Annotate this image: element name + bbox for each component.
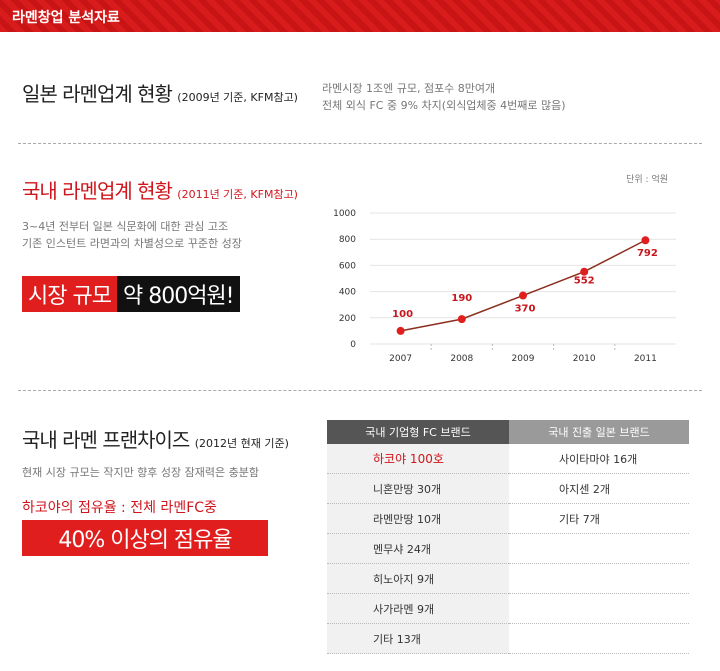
y-tick-label: 400: [339, 288, 356, 298]
marker: [641, 236, 650, 245]
brand-table: 국내 기업형 FC 브랜드 국내 진출 일본 브랜드 하코야 100호 사이타마야 …: [327, 420, 689, 654]
y-tick-label: 0: [350, 340, 356, 350]
red-text: 하코야의 점유율 : 전체 라멘FC중: [22, 500, 217, 516]
section-title: 국내 라멘업계 현황 (2011년 기준, KFM참고): [22, 175, 298, 204]
cell: [509, 563, 689, 594]
title-text: 국내 라멘 프랜차이즈: [22, 428, 190, 452]
highlight: 시장 규모 약 800억원!: [22, 276, 240, 312]
value-label: 792: [637, 248, 658, 259]
y-tick-label: 1000: [333, 209, 356, 219]
value-label: 370: [515, 304, 536, 315]
table-header: 국내 진출 일본 브랜드: [509, 420, 689, 444]
cell: 기타 13개: [327, 623, 509, 654]
x-tick-label: 2009: [512, 354, 535, 364]
cell: 사가라멘 9개: [327, 593, 509, 624]
header-title: 라멘창업 분석자료: [12, 10, 120, 26]
x-tick-label: 2008: [450, 354, 473, 364]
divider: [18, 143, 702, 144]
line: 기존 인스턴트 라면과의 차별성으로 꾸준한 성장: [22, 237, 242, 250]
x-tick-label: 2011: [634, 354, 657, 364]
table-row: 기타 13개: [327, 623, 689, 654]
x-tick-label: 2007: [389, 354, 412, 364]
value-label: 552: [574, 276, 595, 287]
cell: 니혼만땅 30개: [327, 473, 509, 504]
section-title: 일본 라멘업계 현황 (2009년 기준, KFM참고): [22, 78, 298, 107]
info-text: 현재 시장 규모는 작지만 향후 성장 잠재력은 충분함: [22, 466, 259, 479]
cell: [509, 623, 689, 654]
cell: 기타 7개: [509, 503, 689, 534]
cell: 사이타마야 16개: [509, 444, 689, 474]
cell: 멘무샤 24개: [327, 533, 509, 564]
y-tick-label: 800: [339, 235, 356, 245]
header-bar: 라멘창업 분석자료: [0, 0, 720, 32]
marker: [519, 291, 527, 300]
title-note: (2012년 현재 기준): [194, 437, 289, 450]
chart: 단위 : 억원 0 200 400 600 800 1000 2007 2008 2009 201…: [333, 173, 676, 364]
title-note: (2009년 기준, KFM참고): [177, 91, 298, 104]
cell: 하코야 100호: [327, 444, 509, 474]
marker: [457, 315, 466, 324]
cell: 히노아지 9개: [327, 563, 509, 594]
x-tick-label: 2010: [573, 354, 596, 364]
table-row: 라멘만땅 10개 기타 7개: [327, 503, 689, 534]
table-row: 히노아지 9개: [327, 563, 689, 594]
table-row: 하코야 100호 사이타마야 16개: [327, 444, 689, 474]
title-note: (2011년 기준, KFM참고): [177, 188, 298, 201]
highlight-value: 약 800억원!: [116, 276, 240, 312]
line: 전체 외식 FC 중 9% 차지(외식업체중 4번째로 많음): [322, 99, 566, 112]
cell: [509, 593, 689, 624]
y-tick-label: 600: [339, 261, 356, 271]
marker: [580, 267, 589, 276]
title-text: 일본 라멘업계 현황: [22, 82, 173, 106]
section-title: 국내 라멘 프랜차이즈 (2012년 현재 기준): [22, 424, 289, 453]
highlight-label: 시장 규모: [22, 276, 117, 312]
highlight: 40% 이상의 점유율: [22, 520, 268, 556]
unit-label: 단위 : 억원: [626, 173, 668, 185]
cell: 라멘만땅 10개: [327, 503, 509, 534]
y-tick-label: 200: [339, 314, 356, 324]
table-row: 멘무샤 24개: [327, 533, 689, 564]
line: 3~4년 전부터 일본 식문화에 대한 관심 고조: [22, 220, 229, 233]
table-row: 니혼만땅 30개 아지센 2개: [327, 473, 689, 504]
title-text: 국내 라멘업계 현황: [22, 179, 173, 203]
table-header: 국내 기업형 FC 브랜드: [327, 420, 509, 444]
cell: 아지센 2개: [509, 473, 689, 504]
marker: [396, 326, 405, 335]
divider: [18, 390, 702, 391]
line: 라멘시장 1조엔 규모, 점포수 8만여개: [322, 82, 496, 95]
value-label: 100: [392, 309, 413, 320]
cell: [509, 533, 689, 564]
value-label: 190: [451, 293, 472, 304]
table-row: 사가라멘 9개: [327, 593, 689, 624]
